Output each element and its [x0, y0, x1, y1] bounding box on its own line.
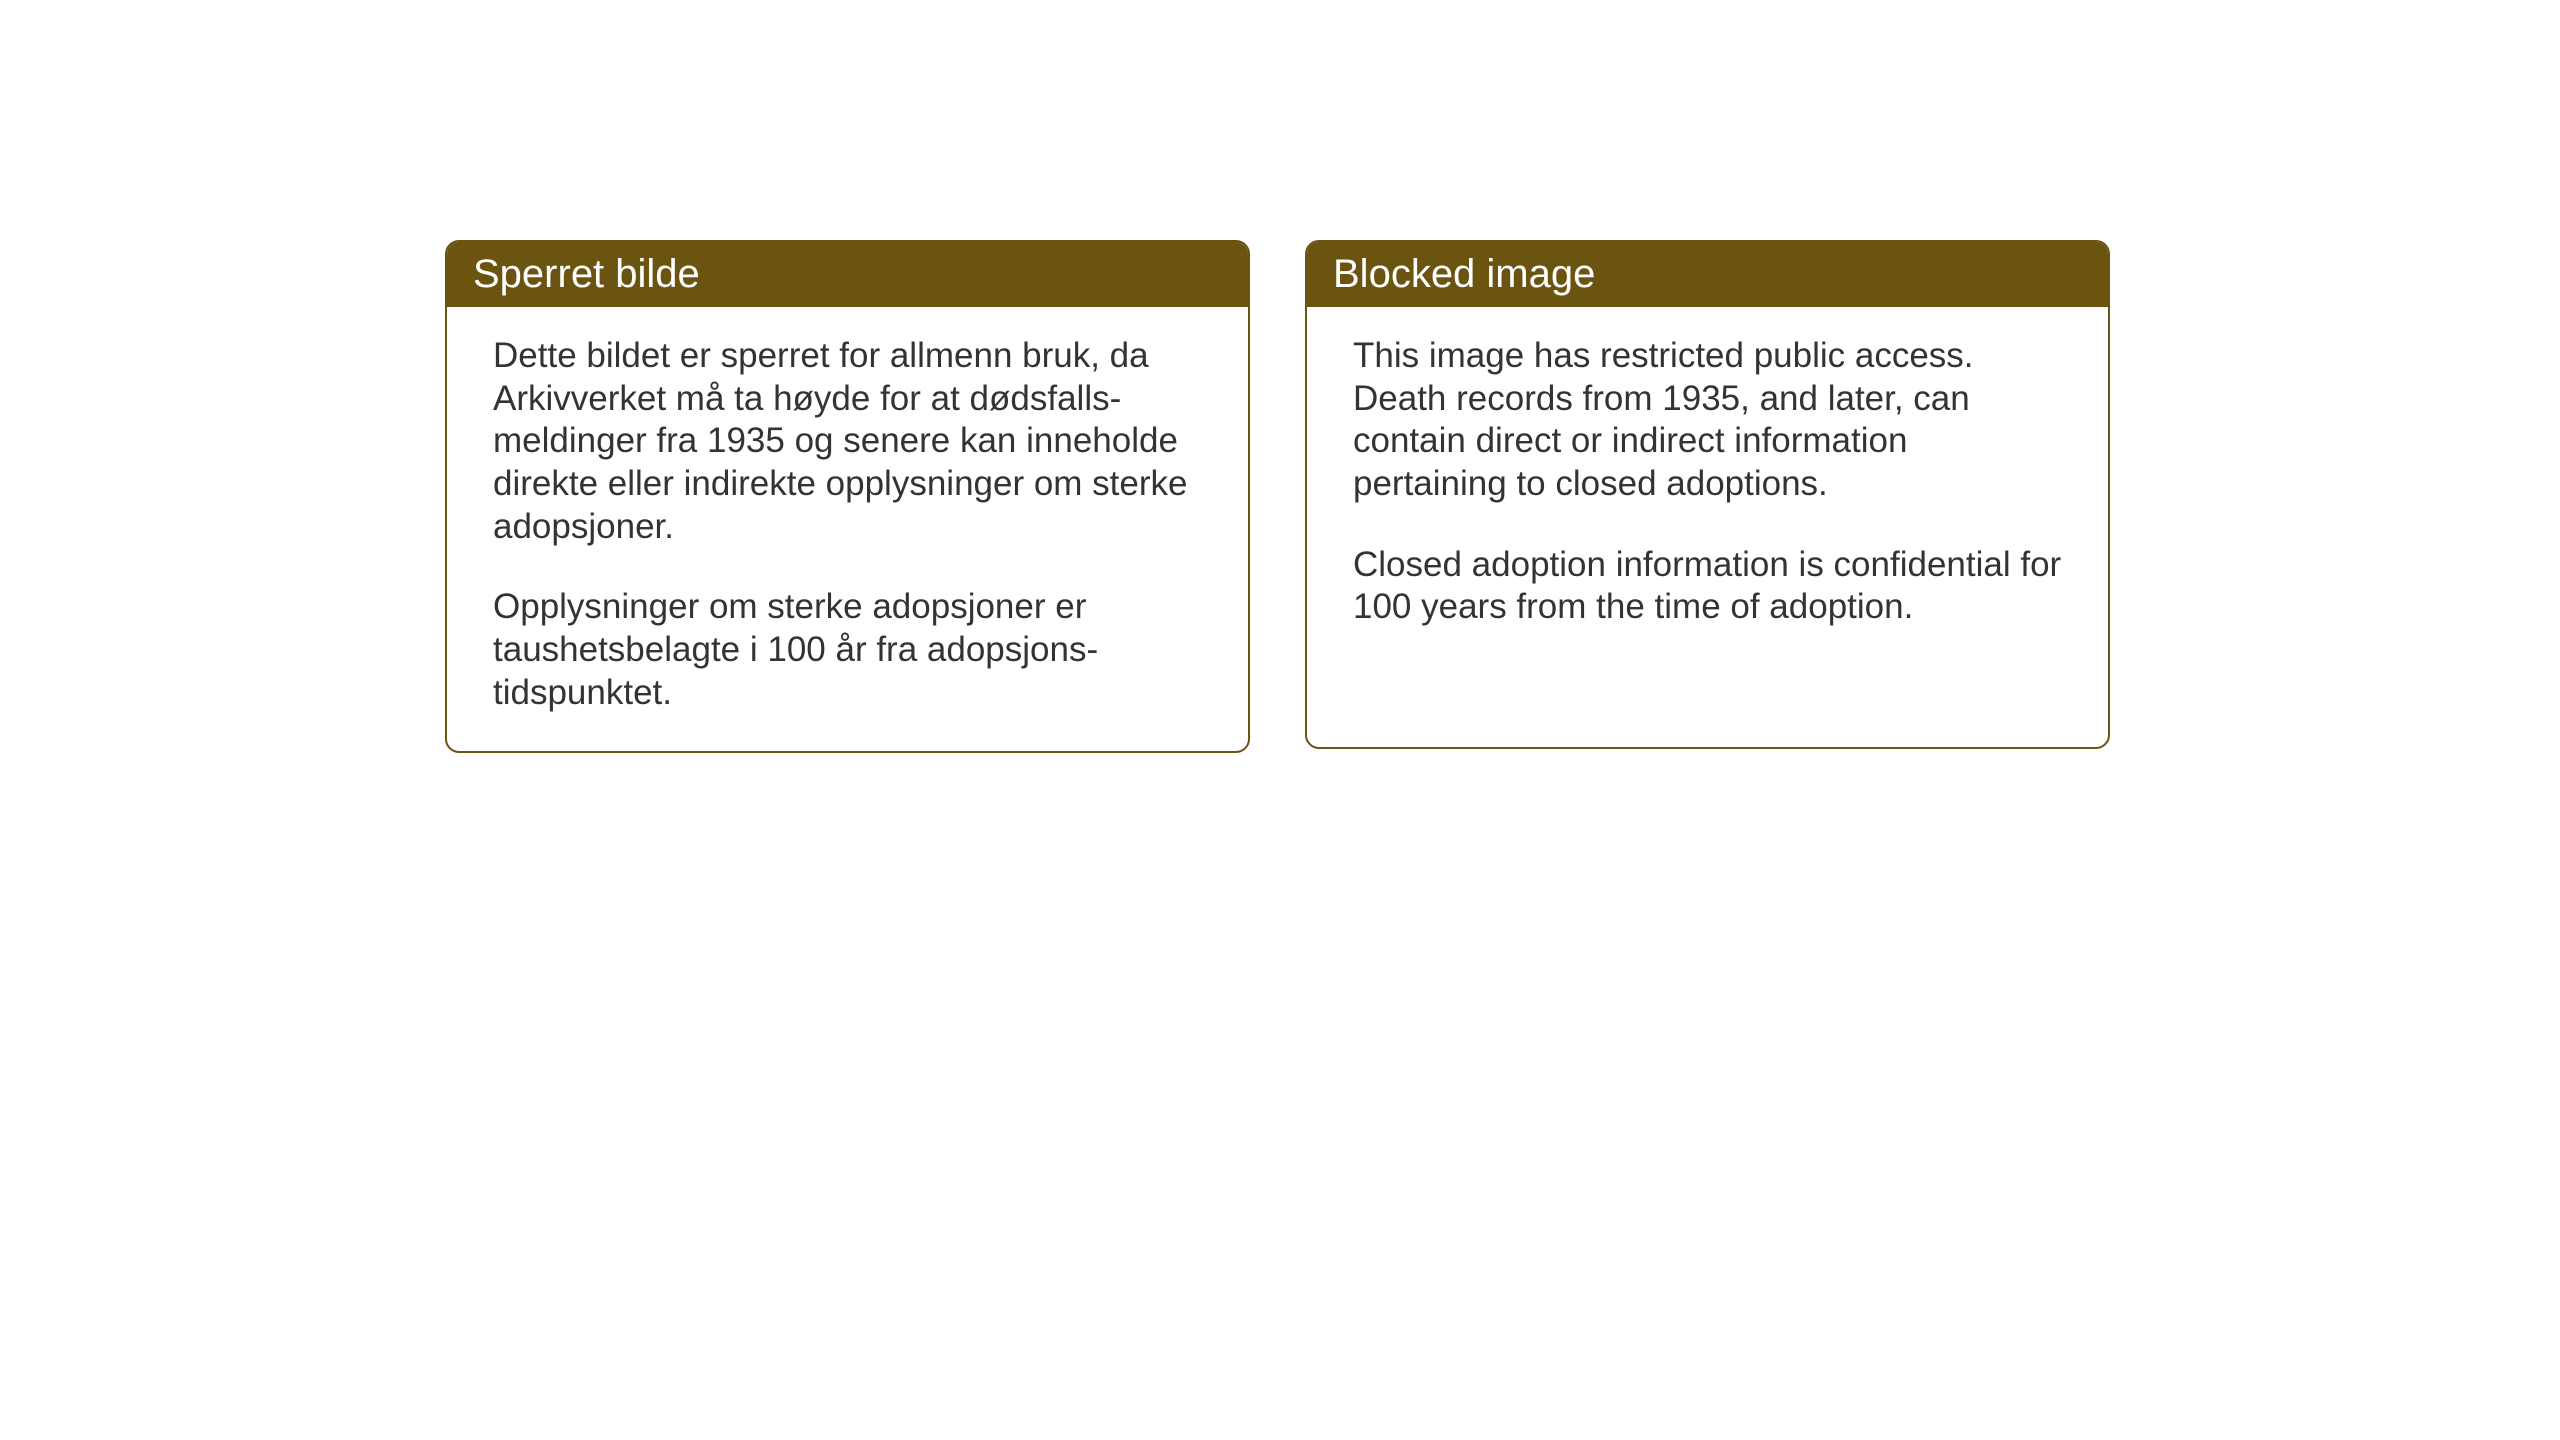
- notice-paragraph-1-english: This image has restricted public access.…: [1353, 335, 2062, 506]
- notice-paragraph-2-english: Closed adoption information is confident…: [1353, 544, 2062, 629]
- notice-card-english: Blocked image This image has restricted …: [1305, 240, 2110, 749]
- notice-container: Sperret bilde Dette bildet er sperret fo…: [445, 240, 2110, 753]
- notice-title-english: Blocked image: [1307, 242, 2108, 307]
- notice-body-english: This image has restricted public access.…: [1307, 307, 2108, 665]
- notice-paragraph-1-norwegian: Dette bildet er sperret for allmenn bruk…: [493, 335, 1202, 548]
- notice-paragraph-2-norwegian: Opplysninger om sterke adopsjoner er tau…: [493, 586, 1202, 714]
- notice-body-norwegian: Dette bildet er sperret for allmenn bruk…: [447, 307, 1248, 751]
- notice-card-norwegian: Sperret bilde Dette bildet er sperret fo…: [445, 240, 1250, 753]
- notice-title-norwegian: Sperret bilde: [447, 242, 1248, 307]
